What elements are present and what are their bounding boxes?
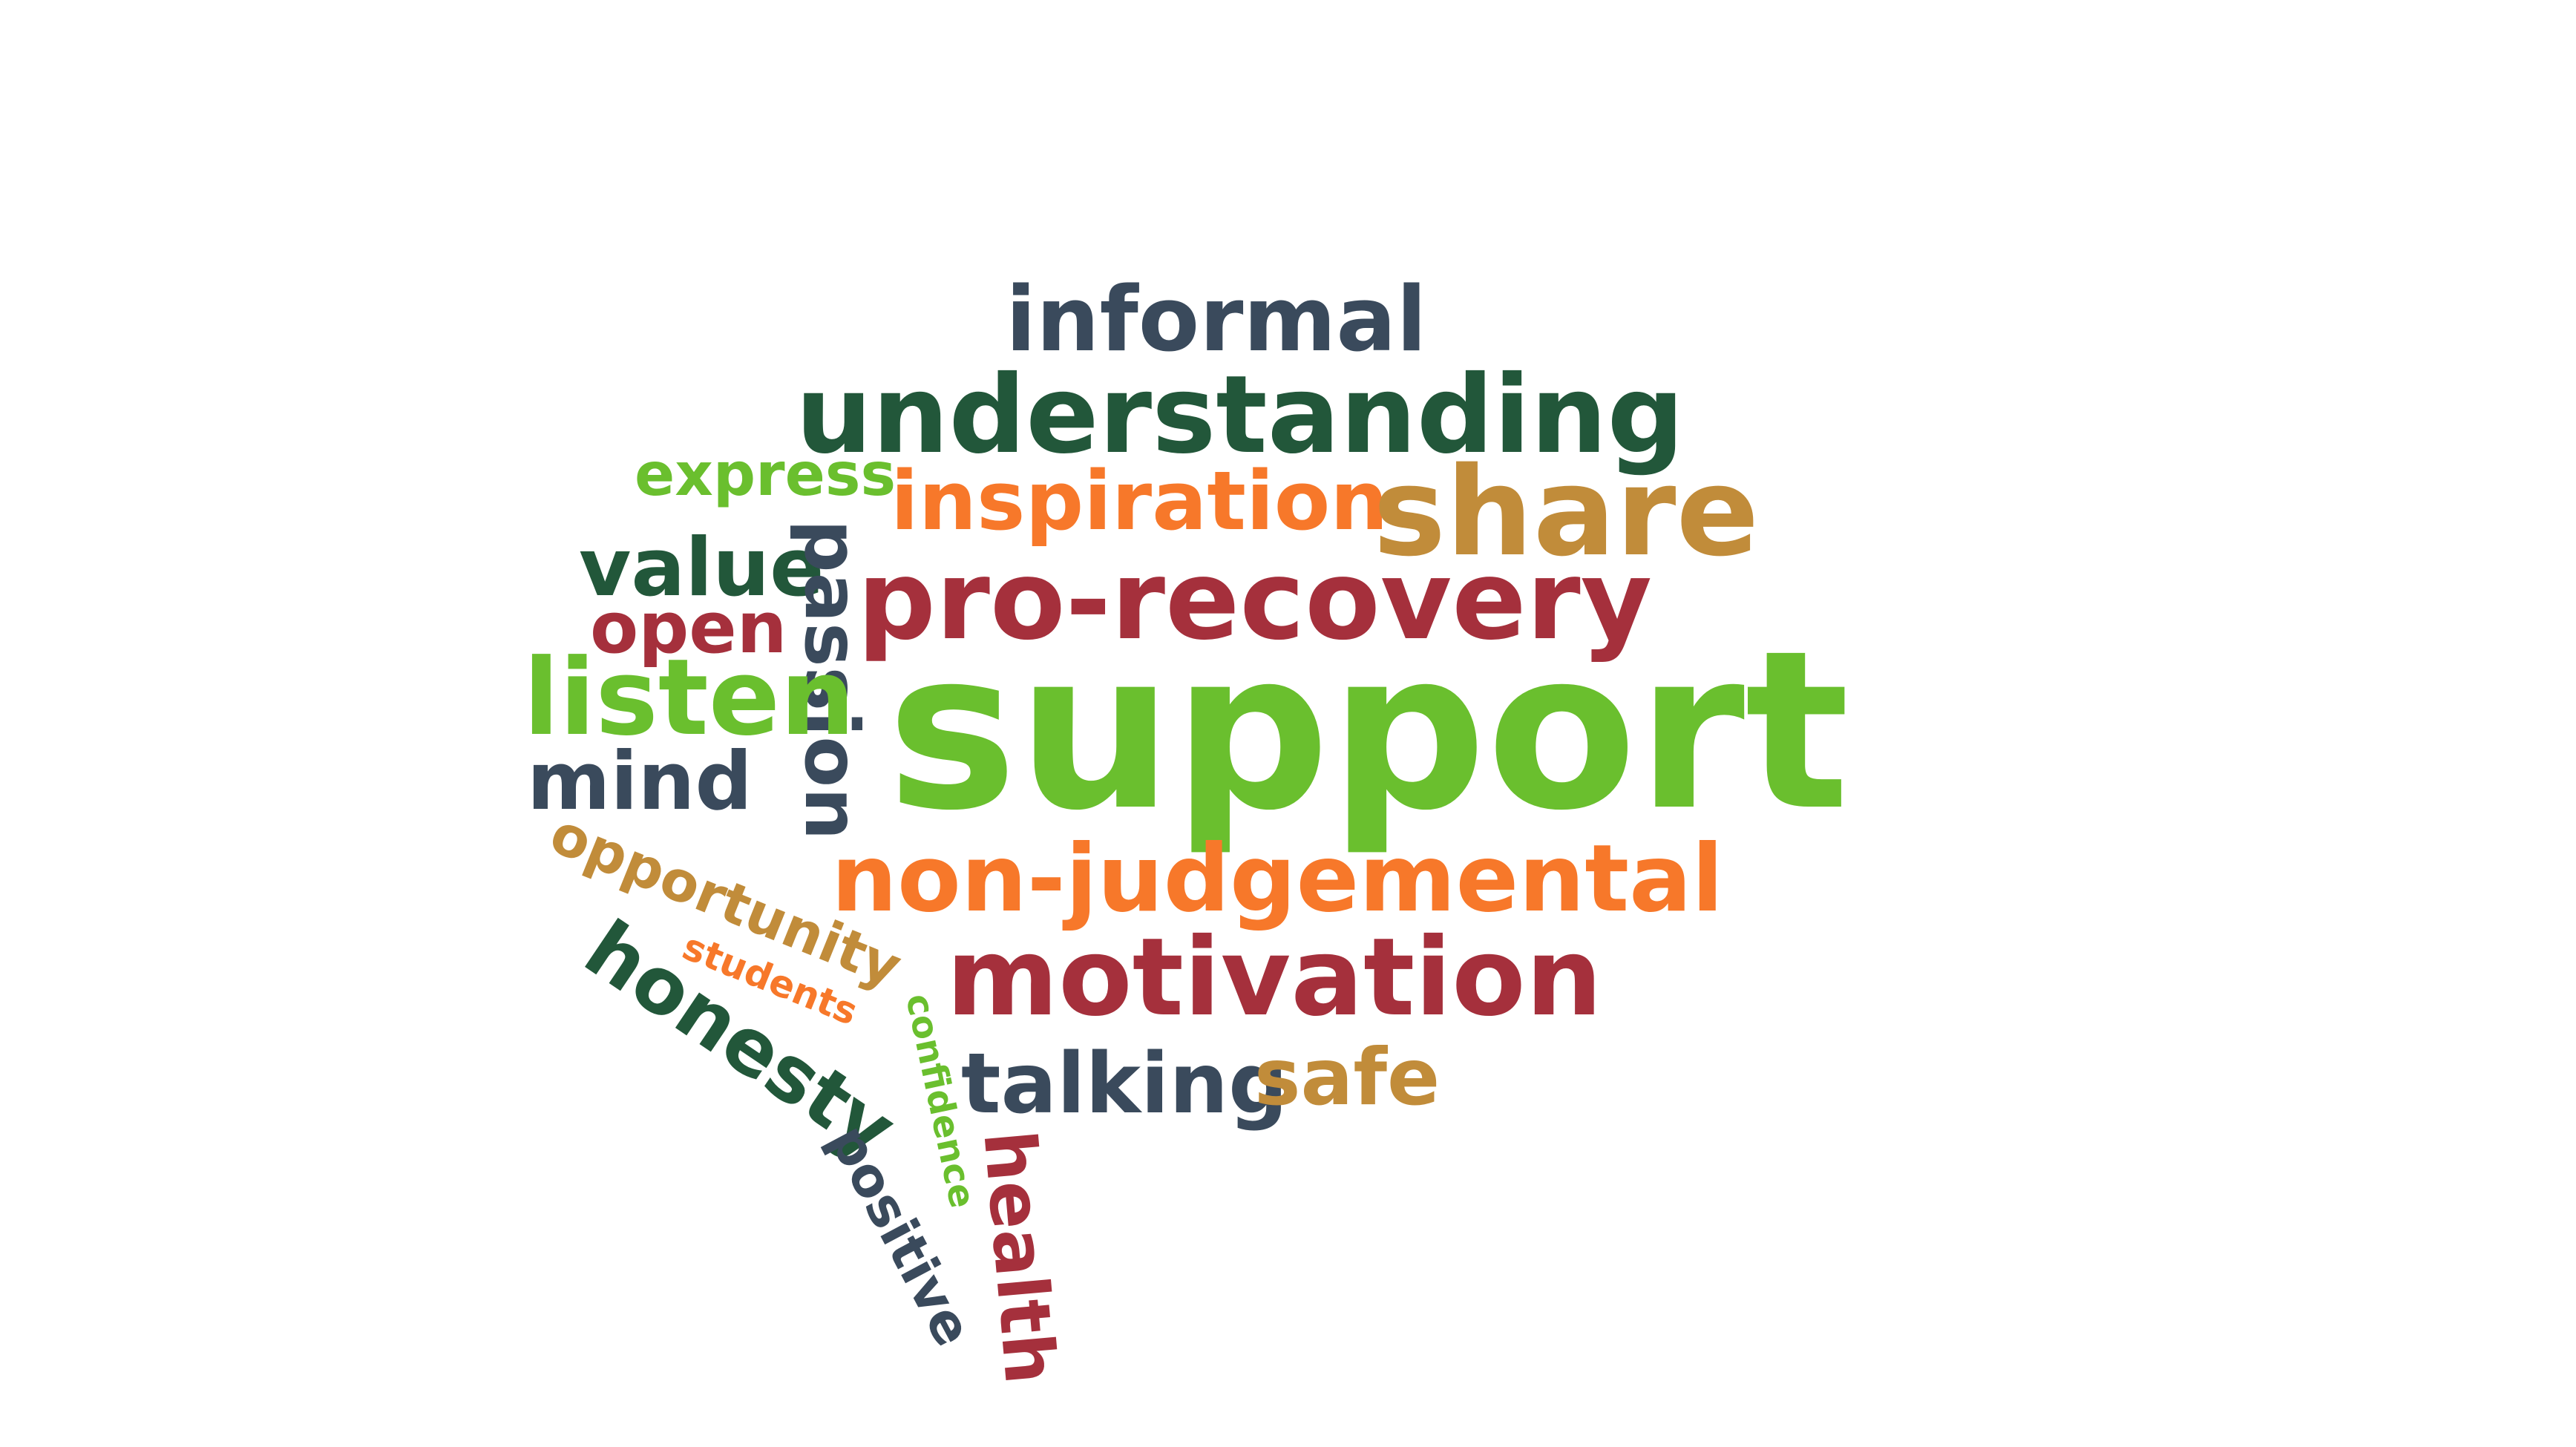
word-express: express (635, 440, 897, 509)
word-mind: mind (527, 735, 753, 828)
word-non-judgemental: non-judgemental (831, 825, 1724, 933)
word-safe: safe (1254, 1032, 1441, 1123)
word-health: health (967, 1127, 1071, 1388)
word-value: value (579, 522, 825, 614)
word-understanding: understanding (796, 352, 1685, 478)
word-talking: talking (961, 1036, 1288, 1132)
word-inspiration: inspiration (891, 453, 1389, 548)
word-motivation: motivation (946, 915, 1602, 1040)
word-support: support (887, 603, 1850, 859)
word-informal: informal (1006, 269, 1427, 372)
word-pro-recovery: pro-recovery (857, 537, 1653, 664)
word-share: share (1373, 441, 1760, 583)
word-listen: listen (523, 637, 856, 759)
word-open: open (590, 588, 787, 669)
